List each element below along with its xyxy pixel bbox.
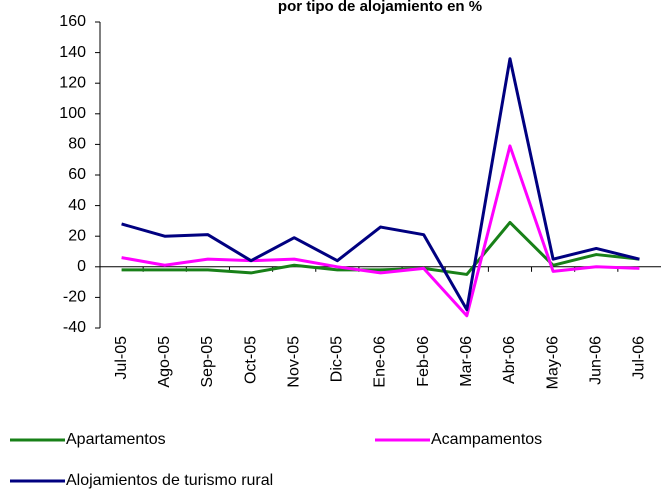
- x-tick-label: Abr-06: [501, 336, 518, 384]
- x-tick-label: Jun-06: [587, 336, 604, 385]
- x-tick-label: Ene-06: [372, 336, 389, 388]
- x-tick-label: Nov-05: [285, 336, 302, 388]
- y-tick-label: -20: [63, 289, 86, 306]
- x-tick-label: Ago-05: [156, 336, 173, 388]
- y-tick-label: 0: [77, 258, 86, 275]
- x-tick-label: Oct-05: [242, 336, 259, 384]
- legend-label: Acampamentos: [431, 431, 542, 448]
- x-tick-label: Jul-05: [113, 336, 130, 380]
- y-tick-label: 60: [68, 166, 86, 183]
- series-line: [121, 57, 640, 312]
- series-line: [121, 144, 640, 318]
- y-tick-label: 40: [68, 197, 86, 214]
- y-tick-label: 140: [59, 44, 86, 61]
- y-tick-label: 160: [59, 13, 86, 30]
- chart-title: por tipo de alojamiento en %: [278, 0, 482, 15]
- x-tick-label: Jul-06: [631, 336, 648, 380]
- y-tick-label: -40: [63, 319, 86, 336]
- x-tick-label: Dic-05: [329, 336, 346, 382]
- y-tick-label: 120: [59, 74, 86, 91]
- series-line: [121, 220, 640, 276]
- x-tick-label: May-06: [544, 336, 561, 389]
- y-tick-label: 20: [68, 227, 86, 244]
- x-tick-label: Mar-06: [458, 336, 475, 387]
- y-tick-label: 100: [59, 105, 86, 122]
- legend-label: Alojamientos de turismo rural: [66, 472, 273, 489]
- y-tick-label: 80: [68, 136, 86, 153]
- x-tick-label: Sep-05: [199, 336, 216, 388]
- legend-label: Apartamentos: [66, 431, 166, 448]
- x-tick-label: Feb-06: [415, 336, 432, 387]
